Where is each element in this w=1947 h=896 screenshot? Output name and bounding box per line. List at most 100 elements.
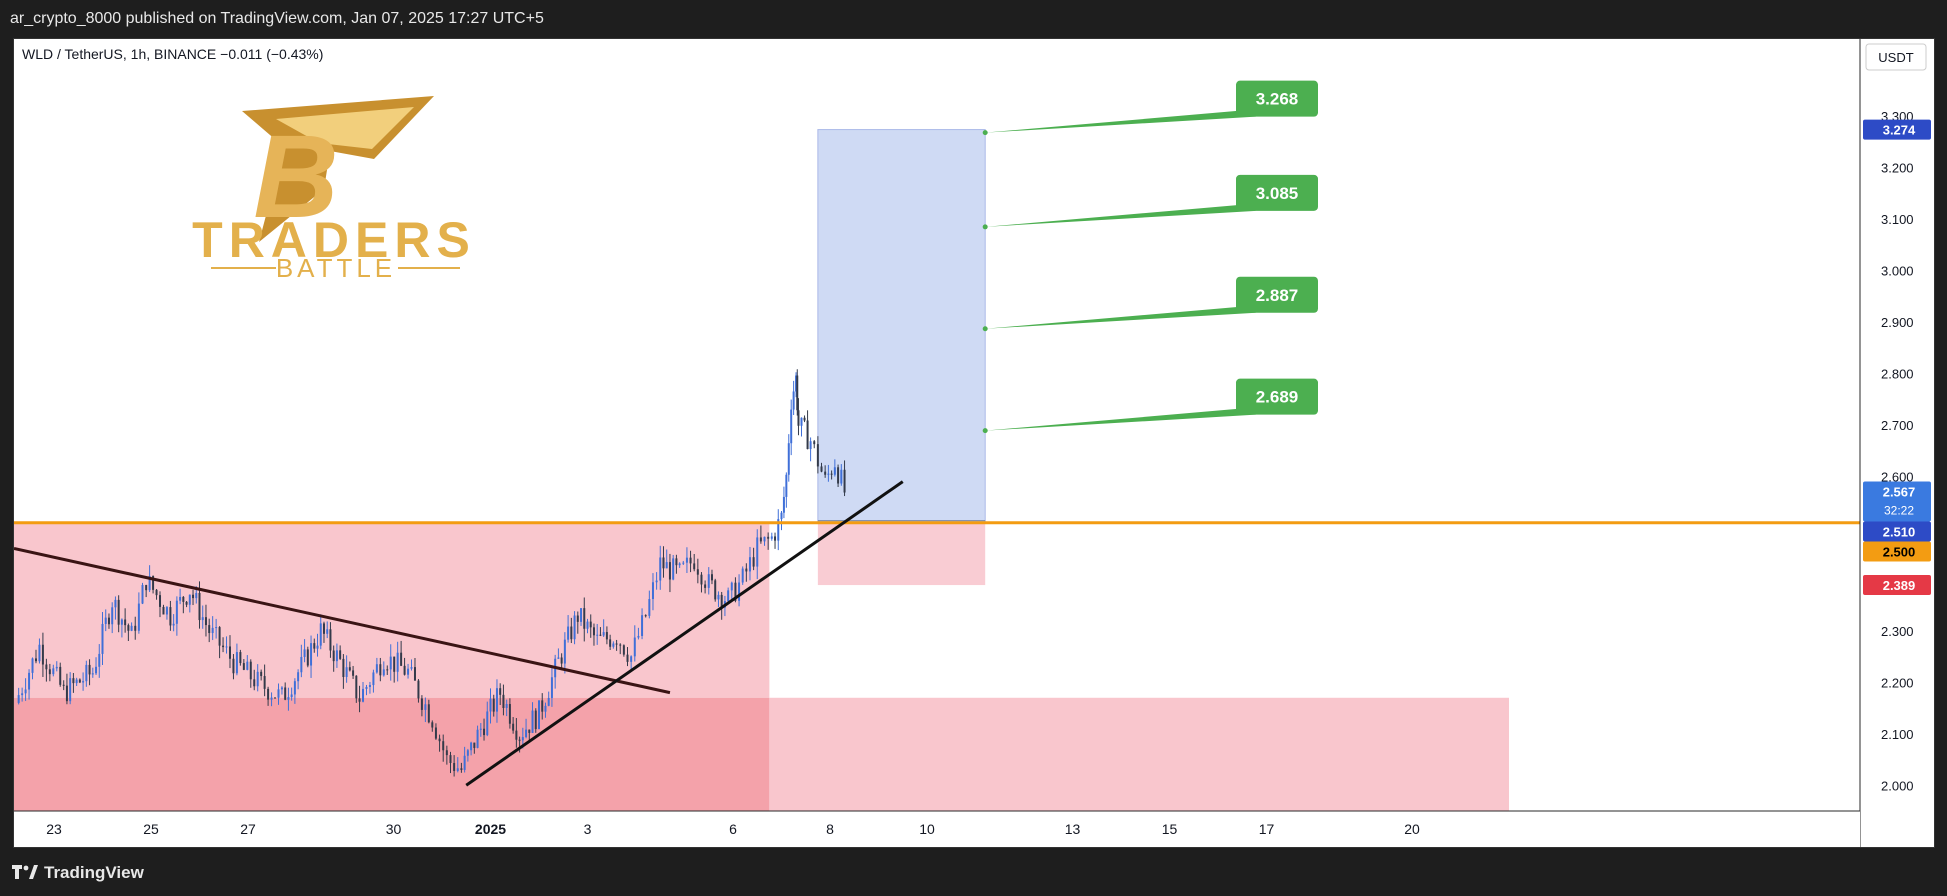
candle-body: [124, 619, 127, 626]
candle-body: [453, 763, 456, 771]
candle-body: [145, 585, 148, 591]
chart-frame[interactable]: 3.268 3.085 2.887 2.689 B TRADERS BATTLE WL…: [13, 38, 1935, 848]
candle-body: [460, 768, 463, 770]
candle-body: [734, 582, 737, 601]
candle-body: [492, 698, 495, 712]
candle-body: [211, 627, 214, 634]
currency-label[interactable]: USDT: [1878, 50, 1913, 65]
candle-body: [668, 562, 671, 580]
candle-body: [396, 652, 399, 672]
candle-body: [355, 675, 358, 699]
candle-body: [479, 728, 482, 730]
candle-body: [300, 656, 303, 673]
candle-body: [31, 658, 34, 673]
x-tick-label: 15: [1162, 821, 1178, 837]
candle-body: [662, 557, 665, 569]
candle-body: [833, 467, 836, 475]
candle-body: [172, 623, 175, 626]
candle-body: [678, 563, 681, 566]
candle-body: [287, 697, 290, 700]
candle-body: [120, 619, 123, 625]
price-badges: 3.274 2.567 32:22 2.510 2.500 2.389: [1863, 119, 1931, 596]
currency-button[interactable]: [1865, 43, 1927, 71]
x-tick-label: 10: [919, 821, 935, 837]
candle-body: [675, 558, 678, 566]
target-pointer: [985, 408, 1256, 431]
target-box: [1236, 276, 1318, 313]
candle-body: [486, 711, 489, 736]
x-tick-label: 20: [1404, 821, 1420, 837]
candle-body: [456, 768, 459, 771]
candle-body: [134, 625, 137, 631]
candle-body: [599, 634, 602, 636]
candle-body: [91, 673, 94, 675]
candle-body: [34, 658, 37, 662]
price-axis[interactable]: [1860, 39, 1934, 847]
candle-body: [362, 688, 365, 702]
target-anchor: [982, 326, 988, 332]
candle-body: [704, 584, 707, 588]
candle-body: [792, 391, 795, 410]
position-layer: [817, 129, 986, 586]
price-badge-countdown: 32:22: [1884, 503, 1914, 517]
candle-body: [619, 644, 622, 646]
candle-body: [759, 537, 762, 542]
candle-body: [249, 661, 252, 680]
candle-body: [28, 672, 31, 690]
candle-body: [332, 650, 335, 662]
candle-body: [427, 704, 430, 723]
price-chart[interactable]: 3.268 3.085 2.887 2.689 B TRADERS BATTLE WL…: [14, 39, 1934, 847]
candle-body: [689, 557, 692, 564]
tradingview-brand[interactable]: TradingView: [12, 862, 144, 884]
candle-body: [165, 607, 168, 615]
candle-body: [48, 669, 51, 675]
candle-body: [185, 601, 188, 605]
time-axis[interactable]: [14, 811, 1860, 847]
candle-body: [222, 645, 225, 648]
candle-body: [589, 621, 592, 628]
candle-body: [228, 646, 231, 659]
traders-battle-logo: B TRADERS BATTLE: [192, 96, 476, 283]
targets-layer: 3.268 3.085 2.887 2.689: [982, 80, 1318, 434]
candle-body: [648, 599, 651, 616]
candle-body: [499, 688, 502, 695]
trendline-1: [465, 480, 904, 787]
x-tick-label: 6: [729, 821, 737, 837]
candle-body: [358, 698, 361, 702]
candle-body: [756, 537, 759, 567]
candle-body: [38, 644, 41, 662]
logo-b-highlight: [276, 107, 414, 149]
candle-body: [693, 563, 696, 570]
candle-body: [813, 441, 816, 445]
candle-body: [563, 639, 566, 664]
candle-body: [420, 698, 423, 710]
logo-word-battle: BATTLE: [276, 253, 396, 283]
candle-body: [95, 666, 98, 674]
candle-body: [843, 469, 846, 493]
target-anchor: [982, 428, 988, 434]
candle-body: [489, 698, 492, 712]
candle-body: [626, 654, 629, 662]
price-badge: [1863, 481, 1931, 522]
candle-body: [682, 562, 685, 564]
logo-word-traders: TRADERS: [192, 212, 476, 268]
candle-body: [55, 666, 58, 669]
target-box: [1236, 378, 1318, 415]
candle-body: [622, 645, 625, 655]
candle-body: [583, 608, 586, 629]
y-tick-label: 2.000: [1881, 778, 1914, 793]
candle-body: [824, 471, 827, 475]
trendline-0: [14, 547, 671, 695]
target-label: 3.268: [1256, 90, 1299, 109]
candle-body: [162, 606, 165, 615]
candle-body: [242, 663, 245, 670]
candle-body: [518, 739, 521, 741]
candle-body: [59, 666, 62, 685]
target-label: 2.689: [1256, 388, 1299, 407]
x-tick-label: 30: [386, 821, 402, 837]
candle-body: [615, 643, 618, 645]
candle-body: [65, 685, 68, 702]
candle-body: [21, 693, 24, 696]
candle-body: [88, 664, 91, 675]
candle-body: [547, 697, 550, 706]
